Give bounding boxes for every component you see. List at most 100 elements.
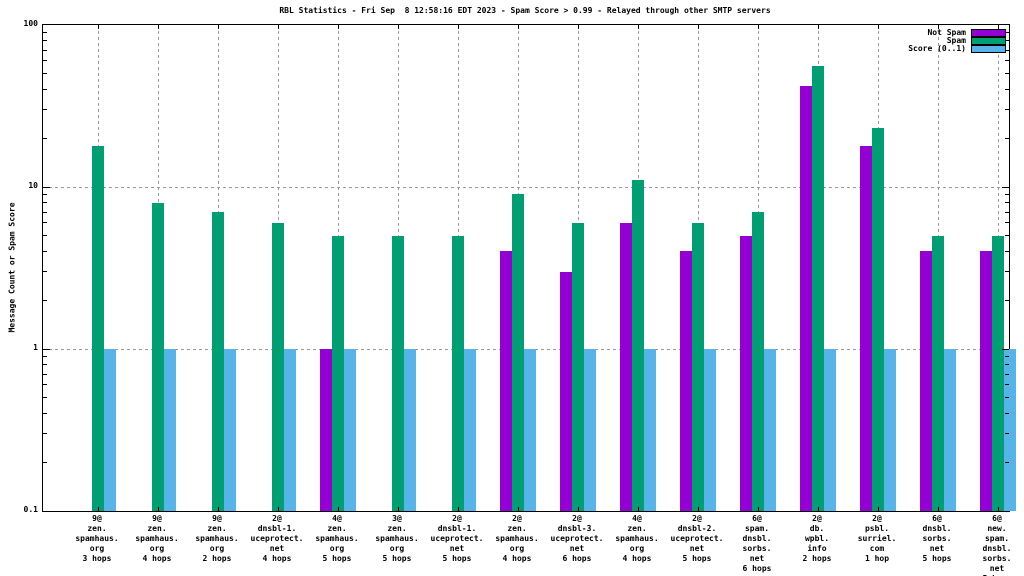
bar-spam (392, 235, 404, 511)
bar-not-spam (560, 271, 572, 511)
y-major-tick (1002, 348, 1009, 350)
chart-title: RBL Statistics - Fri Sep 8 12:58:16 EDT … (279, 6, 771, 15)
bar-score (224, 349, 236, 511)
y-minor-tick (1005, 433, 1009, 435)
y-minor-tick (1005, 88, 1009, 90)
y-minor-tick (43, 373, 47, 375)
x-tick (517, 507, 519, 511)
x-tick (277, 507, 279, 511)
y-minor-tick (43, 202, 47, 204)
x-tick (637, 25, 639, 29)
bar-score (464, 349, 476, 511)
legend-swatch (971, 29, 1006, 37)
y-minor-tick (1005, 299, 1009, 301)
bar-spam (572, 222, 584, 511)
x-tick (817, 25, 819, 29)
y-minor-tick (43, 271, 47, 273)
bar-spam (332, 235, 344, 511)
x-tick (997, 507, 999, 511)
plot-area: Not Spam Spam Score (0..1) (42, 24, 1016, 512)
x-tick (277, 25, 279, 29)
bar-not-spam (740, 235, 752, 511)
y-minor-tick (1005, 373, 1009, 375)
y-tick-label-0.1: 0.1 (23, 505, 38, 514)
bar-spam (152, 202, 164, 511)
x-category-label: 6@ spam. dnsbl. sorbs. net 6 hops (742, 514, 772, 573)
y-minor-tick (1005, 40, 1009, 42)
y-minor-tick (1005, 271, 1009, 273)
y-minor-tick (43, 384, 47, 386)
y-minor-tick (43, 88, 47, 90)
x-tick (637, 507, 639, 511)
y-minor-tick (1005, 49, 1009, 51)
legend-row: Score (0..1) (908, 45, 1006, 53)
y-major-tick (43, 186, 50, 188)
y-minor-tick (1005, 73, 1009, 75)
bar-score (644, 349, 656, 511)
y-minor-tick (1005, 397, 1009, 399)
y-minor-tick (43, 461, 47, 463)
x-tick (217, 25, 219, 29)
x-tick (457, 25, 459, 29)
x-category-label: 2@ db. wpbl. info 2 hops (802, 514, 832, 563)
bar-not-spam (800, 86, 812, 511)
y-minor-tick (1005, 461, 1009, 463)
y-minor-tick (43, 299, 47, 301)
x-category-label: 6@ dnsbl. sorbs. net 5 hops (922, 514, 952, 563)
bar-score (824, 349, 836, 511)
y-minor-tick (43, 222, 47, 224)
y-minor-tick (1005, 137, 1009, 139)
x-category-label: 2@ zen. spamhaus. org 4 hops (495, 514, 539, 563)
bar-spam (752, 212, 764, 511)
bar-score (704, 349, 716, 511)
bar-score (164, 349, 176, 511)
bar-not-spam (680, 251, 692, 511)
x-tick (97, 507, 99, 511)
x-category-label: 2@ dnsbl-1. uceprotect. net 5 hops (430, 514, 484, 563)
bar-score (404, 349, 416, 511)
x-tick (877, 25, 879, 29)
x-category-label: 6@ new. spam. dnsbl. sorbs. net 5 hops (982, 514, 1012, 576)
bar-score (1004, 349, 1016, 511)
x-tick (577, 25, 579, 29)
bar-not-spam (920, 251, 932, 511)
bar-spam (692, 222, 704, 511)
y-minor-tick (1005, 202, 1009, 204)
bar-not-spam (320, 349, 332, 511)
y-minor-tick (43, 211, 47, 213)
y-major-tick (1002, 186, 1009, 188)
x-tick (577, 507, 579, 511)
y-minor-tick (1005, 364, 1009, 366)
bar-spam (92, 145, 104, 511)
bar-score (344, 349, 356, 511)
x-category-label: 3@ zen. spamhaus. org 5 hops (375, 514, 419, 563)
x-tick (397, 25, 399, 29)
x-tick (157, 507, 159, 511)
y-minor-tick (43, 31, 47, 33)
bar-score (524, 349, 536, 511)
y-minor-tick (1005, 250, 1009, 252)
x-category-label: 9@ zen. spamhaus. org 4 hops (135, 514, 179, 563)
x-tick (157, 25, 159, 29)
x-tick (217, 507, 219, 511)
x-tick (757, 507, 759, 511)
y-minor-tick (1005, 235, 1009, 237)
x-tick (937, 25, 939, 29)
bar-spam (212, 212, 224, 511)
x-category-label: 4@ zen. spamhaus. org 5 hops (315, 514, 359, 563)
x-tick (757, 25, 759, 29)
y-minor-tick (43, 137, 47, 139)
x-tick (697, 25, 699, 29)
bar-spam (992, 235, 1004, 511)
legend-label: Spam (946, 36, 966, 45)
bar-score (584, 349, 596, 511)
y-minor-tick (1005, 222, 1009, 224)
legend-swatch (971, 45, 1006, 53)
y-minor-tick (43, 235, 47, 237)
bar-score (284, 349, 296, 511)
bar-spam (452, 235, 464, 511)
x-tick (697, 507, 699, 511)
bar-spam (512, 194, 524, 511)
y-minor-tick (43, 433, 47, 435)
x-category-label: 2@ dnsbl-1. uceprotect. net 4 hops (250, 514, 304, 563)
